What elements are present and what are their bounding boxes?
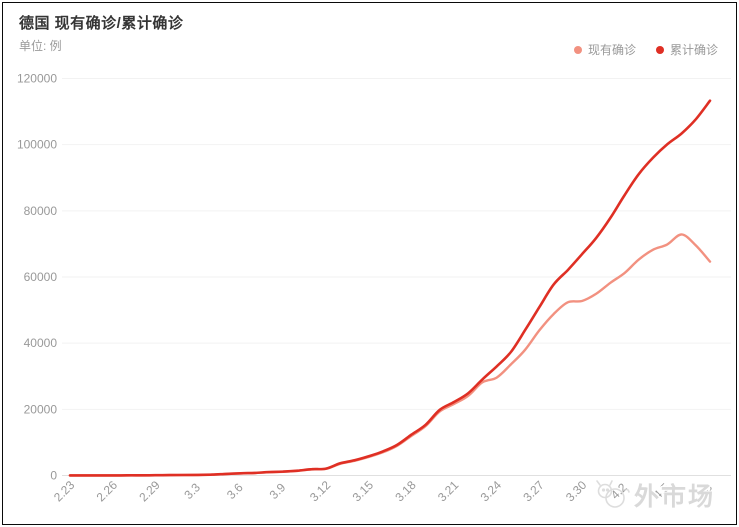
legend-label-active: 现有确诊 [587,43,636,57]
y-axis-tick-label: 80000 [24,204,58,218]
y-axis-tick-label: 60000 [24,270,58,284]
legend-marker-active-icon [573,46,582,54]
unit-label: 单位: 例 [19,39,62,53]
legend-item-active-cases[interactable]: 现有确诊 [573,43,636,57]
x-axis-tick-label: 3.12 [307,478,334,505]
x-axis-tick-label: 4.8 [693,480,715,502]
y-axis-tick-label: 20000 [24,402,58,416]
x-axis-tick-label: 3.6 [224,480,246,502]
x-axis-tick-label: 3.18 [392,478,419,505]
x-axis-tick-label: 3.15 [350,478,377,505]
x-axis-tick-label: 2.29 [136,478,163,505]
y-axis-tick-label: 100000 [17,138,57,152]
x-axis-tick-label: 4.2 [608,480,630,502]
x-axis-tick-label: 3.3 [181,480,203,502]
legend-label-cumulative: 累计确诊 [669,43,718,57]
x-axis-tick-label: 3.27 [520,478,547,505]
x-axis-tick-label: 3.24 [478,478,505,505]
y-axis-tick-label: 0 [50,469,57,483]
x-axis-tick-label: 3.9 [267,480,289,502]
chart-legend: 现有确诊 累计确诊 [573,43,718,57]
legend-marker-cumulative-icon [655,46,664,54]
series-line-active-cases[interactable] [68,233,712,477]
x-axis-tick-label: 2.26 [94,478,121,505]
x-axis-tick-label: 3.21 [435,478,462,505]
chart-title: 德国 现有确诊/累计确诊 [19,15,184,32]
y-axis-tick-label: 40000 [24,336,58,350]
x-axis-tick-label: 4.5 [651,480,673,502]
series-line-cumulative-cases[interactable] [68,99,712,477]
y-axis-tick-label: 120000 [17,72,57,86]
x-axis-tick-label: 3.30 [563,478,590,505]
legend-item-cumulative-cases[interactable]: 累计确诊 [655,43,718,57]
